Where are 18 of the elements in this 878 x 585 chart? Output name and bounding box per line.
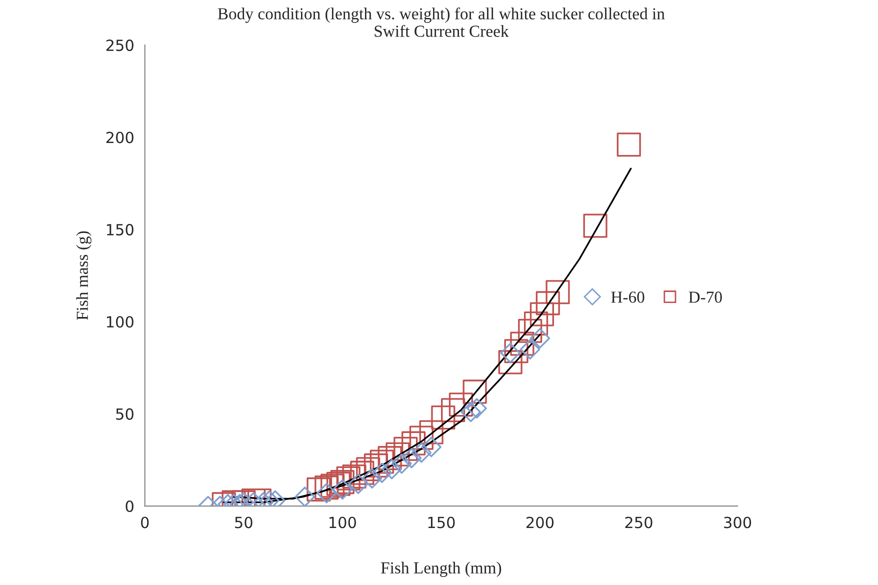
x-axis-title: Fish Length (mm) [381,562,502,577]
x-tick-label: 300 [724,516,752,528]
y-tick-label: 250 [106,40,134,52]
x-tick-label: 0 [141,516,149,528]
x-tick-label: 150 [428,516,455,528]
y-tick-label: 0 [126,500,134,512]
y-tick-label: 100 [106,316,134,328]
x-tick-label: 50 [235,516,252,528]
chart-title: Body condition (length vs. weight) for all white sucker collected in Swift Current Creek [218,8,665,37]
y-tick-label: 50 [116,408,134,420]
x-tick-label: 100 [330,516,356,528]
legend-label: H-60 [611,292,644,303]
legend-label: D-70 [688,292,722,303]
y-axis-title: Fish mass (g) [76,231,92,320]
x-tick-label: 200 [526,516,554,528]
x-tick-label: 250 [625,516,652,528]
y-tick-label: 150 [106,224,134,236]
y-tick-label: 200 [106,132,134,144]
